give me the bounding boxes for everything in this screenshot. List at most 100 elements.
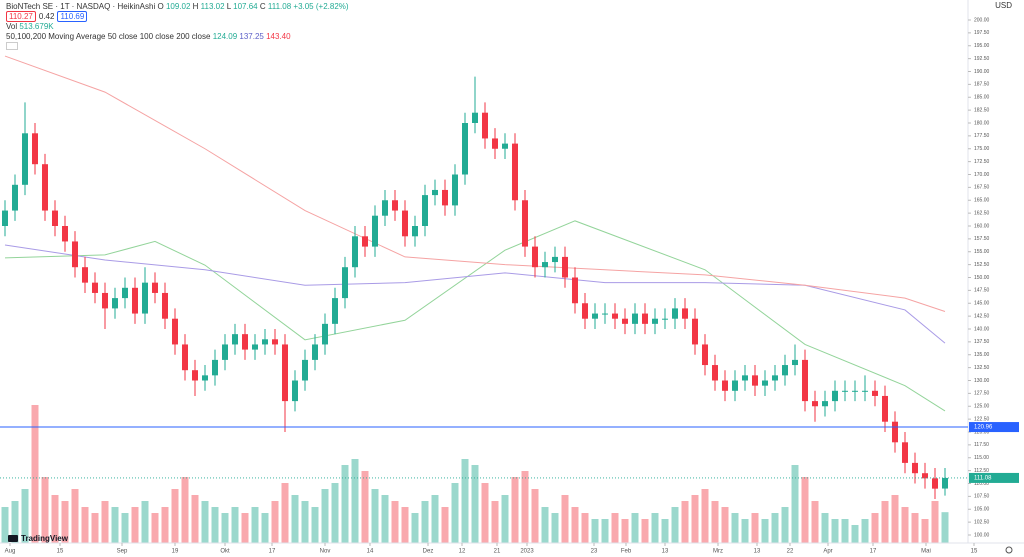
candle-body (722, 380, 728, 391)
candle-body (892, 421, 898, 443)
candle-body (272, 339, 278, 345)
collapse-button[interactable] (6, 42, 18, 50)
candle-body (692, 318, 698, 345)
ohlc: O 109.02 H 113.02 L 107.64 C 111.08 (157, 2, 293, 11)
ask[interactable]: 110.69 (57, 11, 88, 22)
volume-bar (161, 507, 169, 543)
candle-body (12, 184, 18, 211)
x-tick-label: 21 (494, 549, 501, 555)
candle-body (112, 298, 118, 309)
volume-bar (611, 513, 619, 543)
candle-body (222, 344, 228, 360)
change: +3.05 (+2.82%) (293, 2, 349, 11)
candle-body (62, 226, 68, 242)
volume-bar (51, 495, 59, 543)
volume-bar (111, 507, 119, 543)
candle-body (432, 189, 438, 196)
y-tick-label: 107.50 (974, 494, 990, 500)
volume-bar (291, 495, 299, 543)
y-tick-label: 127.50 (974, 391, 990, 397)
candle-body (752, 375, 758, 386)
candle-body (672, 308, 678, 319)
candle-body (212, 359, 218, 376)
candle-body (72, 241, 78, 268)
candle-body (862, 390, 868, 392)
vol-label: Vol (6, 22, 18, 31)
candle-body (462, 123, 468, 175)
candle-body (852, 390, 858, 392)
y-tick-label: 157.50 (974, 236, 990, 242)
y-tick-label: 150.00 (974, 275, 990, 281)
candle-body (662, 318, 668, 320)
x-tick-label: Mrz (713, 549, 723, 555)
y-tick-label: 117.50 (974, 442, 989, 448)
candle-body (402, 210, 408, 237)
volume-bar (941, 512, 949, 543)
candle-body (392, 200, 398, 211)
candle-body (832, 390, 838, 402)
candle-body (652, 318, 658, 324)
x-tick-label: 14 (367, 549, 374, 555)
moving-average (4, 220, 946, 412)
ohlc-key: O (157, 2, 164, 11)
logo: TradingView (8, 534, 69, 543)
candle-body (542, 262, 548, 268)
x-tick-label: 17 (870, 549, 877, 555)
volume-bar (31, 405, 39, 543)
y-tick-label: 152.50 (974, 262, 990, 268)
volume-bar (251, 507, 259, 543)
y-tick-label: 100.00 (974, 532, 990, 538)
volume-bar (631, 513, 639, 543)
x-tick-label: 19 (172, 549, 179, 555)
volume-bar (691, 495, 699, 543)
ohlc-key: H (192, 2, 199, 11)
volume-bar (701, 489, 709, 543)
volume-bar (141, 501, 149, 543)
volume-bar (801, 477, 809, 543)
y-tick-label: 180.00 (974, 120, 990, 126)
candle-body (322, 323, 328, 345)
volume-bar (211, 507, 219, 543)
candle-body (102, 292, 108, 309)
x-tick-label: 13 (662, 549, 669, 555)
volume-bar (221, 513, 229, 543)
candle-body (132, 287, 138, 314)
settings-icon[interactable] (1005, 546, 1013, 554)
volume-bar (261, 513, 269, 543)
candle-body (292, 380, 298, 402)
candle-body (32, 133, 38, 165)
candle-body (172, 318, 178, 345)
candle-body (282, 344, 288, 402)
volume-bar (151, 513, 159, 543)
ohlc-value: 111.08 (267, 2, 292, 11)
candle-body (942, 477, 948, 489)
y-tick-label: 177.50 (974, 133, 990, 139)
candle-body (52, 210, 58, 226)
currency: USD (995, 1, 1012, 10)
candle-body (252, 344, 258, 350)
volume-bar (401, 507, 409, 543)
candle-body (412, 226, 418, 237)
bid[interactable]: 110.27 (6, 11, 36, 22)
volume-bar (471, 465, 479, 543)
volume-bar (861, 519, 869, 543)
candle-body (92, 282, 98, 293)
candle-body (702, 344, 708, 366)
volume-bar (901, 507, 909, 543)
y-tick-label: 155.00 (974, 249, 990, 255)
y-tick-label: 167.50 (974, 185, 990, 191)
vol-value: 513.679K (19, 22, 54, 31)
volume-bar (581, 513, 589, 543)
volume-bar (71, 489, 79, 543)
volume-bar (361, 471, 369, 543)
ma-value: 143.40 (266, 32, 291, 41)
volume-bar (491, 501, 499, 543)
candle-body (582, 303, 588, 319)
plot-area (1, 55, 949, 543)
y-tick-label: 200.00 (974, 17, 990, 23)
y-tick-label: 125.00 (974, 404, 990, 410)
volume-bar (761, 519, 769, 543)
ohlc-value: 109.02 (165, 2, 191, 11)
volume-bar (571, 507, 579, 543)
